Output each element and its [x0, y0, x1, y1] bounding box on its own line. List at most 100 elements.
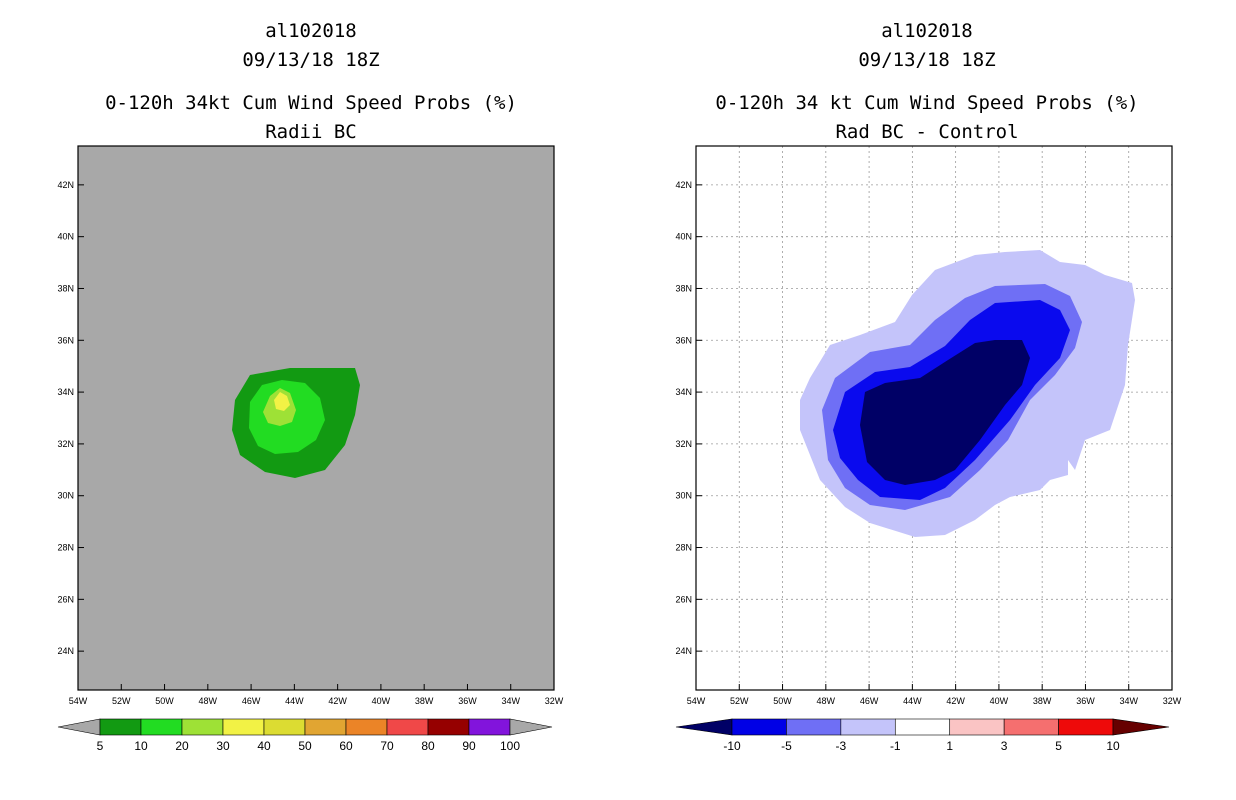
colorbar-label: -5 — [781, 739, 792, 753]
lon-tick-label: 54W — [687, 696, 706, 706]
lat-tick-label: 38N — [57, 283, 74, 293]
left-subtitle: Radii BC — [265, 121, 357, 143]
colorbar-label: 10 — [1106, 739, 1120, 753]
colorbar-label: 70 — [380, 739, 394, 753]
colorbar-label: 50 — [298, 739, 312, 753]
colorbar-over-triangle — [509, 718, 553, 736]
left-storm-id: al102018 — [265, 20, 357, 42]
lat-tick-label: 30N — [675, 491, 692, 501]
colorbar-swatch — [894, 718, 951, 736]
lon-tick-label: 46W — [860, 696, 879, 706]
colorbar-label: 1 — [946, 739, 953, 753]
right-storm-id: al102018 — [881, 20, 973, 42]
colorbar-label: 80 — [421, 739, 435, 753]
colorbar-label: 30 — [216, 739, 230, 753]
colorbar-swatch — [345, 718, 388, 736]
right-lat-axis: 24N 26N 28N 30N 32N 34N 36N 38N 40N 42N — [675, 180, 702, 656]
colorbar-swatch — [840, 718, 896, 736]
colorbar-swatch — [1003, 718, 1059, 736]
colorbar-label: 90 — [462, 739, 476, 753]
lat-tick-label: 24N — [57, 646, 74, 656]
lon-tick-label: 46W — [242, 696, 261, 706]
colorbar-swatch — [222, 718, 265, 736]
lon-tick-label: 50W — [155, 696, 174, 706]
right-title: 0-120h 34 kt Cum Wind Speed Probs (%) — [715, 92, 1138, 114]
left-colorbar: 5 10 20 30 40 50 60 70 80 90 100 — [57, 718, 553, 753]
colorbar-label: 5 — [97, 739, 104, 753]
contour-minus10 — [860, 340, 1030, 485]
lon-tick-label: 44W — [285, 696, 304, 706]
lat-tick-label: 42N — [675, 180, 692, 190]
colorbar-swatch — [99, 718, 142, 736]
colorbar-swatch — [786, 718, 842, 736]
colorbar-swatch — [140, 718, 183, 736]
colorbar-swatch — [181, 718, 224, 736]
left-panel: al102018 09/13/18 18Z 0-120h 34kt Cum Wi… — [57, 20, 563, 753]
left-datetime: 09/13/18 18Z — [242, 49, 379, 71]
right-panel: al102018 09/13/18 18Z 0-120h 34 kt Cum W… — [675, 20, 1181, 753]
colorbar-swatch — [1058, 718, 1114, 736]
colorbar-under-triangle — [57, 718, 101, 736]
lon-tick-label: 36W — [1076, 696, 1095, 706]
colorbar-swatch — [731, 718, 787, 736]
right-datetime: 09/13/18 18Z — [858, 49, 995, 71]
lat-tick-label: 32N — [675, 439, 692, 449]
colorbar-label: -1 — [890, 739, 901, 753]
lat-tick-label: 34N — [675, 387, 692, 397]
colorbar-label: -10 — [723, 739, 741, 753]
colorbar-swatch — [304, 718, 347, 736]
lon-tick-label: 40W — [372, 696, 391, 706]
colorbar-over-triangle — [1112, 718, 1170, 736]
colorbar-swatch — [949, 718, 1005, 736]
lon-tick-label: 48W — [817, 696, 836, 706]
colorbar-label: 10 — [134, 739, 148, 753]
lat-tick-label: 34N — [57, 387, 74, 397]
colorbar-label: -3 — [836, 739, 847, 753]
right-subtitle: Rad BC - Control — [835, 121, 1018, 143]
left-title: 0-120h 34kt Cum Wind Speed Probs (%) — [105, 92, 517, 114]
lon-tick-label: 34W — [1119, 696, 1138, 706]
colorbar-swatch — [386, 718, 429, 736]
lat-tick-label: 36N — [675, 335, 692, 345]
colorbar-swatch — [427, 718, 470, 736]
lat-tick-label: 40N — [57, 232, 74, 242]
left-lon-axis: 54W 52W 50W 48W 46W 44W 42W 40W 38W 36W 34W 32W — [69, 684, 564, 706]
lon-tick-label: 40W — [990, 696, 1009, 706]
lon-tick-label: 34W — [501, 696, 520, 706]
right-lon-axis: 54W 52W 50W 48W 46W 44W 42W 40W 38W 36W 34W 32W — [687, 684, 1182, 706]
colorbar-label: 60 — [339, 739, 353, 753]
colorbar-label: 20 — [175, 739, 189, 753]
lat-tick-label: 28N — [675, 543, 692, 553]
lon-tick-label: 44W — [903, 696, 922, 706]
lat-tick-label: 28N — [57, 543, 74, 553]
left-lat-axis: 24N 26N 28N 30N 32N 34N 36N 38N 40N 42N — [57, 180, 84, 656]
lon-tick-label: 38W — [415, 696, 434, 706]
lat-tick-label: 42N — [57, 180, 74, 190]
lon-tick-label: 36W — [458, 696, 477, 706]
lon-tick-label: 32W — [1163, 696, 1182, 706]
lon-tick-label: 50W — [773, 696, 792, 706]
lon-tick-label: 52W — [730, 696, 749, 706]
lat-tick-label: 38N — [675, 283, 692, 293]
right-map-frame — [695, 145, 1173, 691]
lat-tick-label: 40N — [675, 232, 692, 242]
colorbar-under-triangle — [675, 718, 733, 736]
lat-tick-label: 32N — [57, 439, 74, 449]
lon-tick-label: 42W — [328, 696, 347, 706]
lon-tick-label: 42W — [946, 696, 965, 706]
right-colorbar: -10 -5 -3 -1 1 3 5 10 — [675, 718, 1170, 753]
lat-tick-label: 30N — [57, 491, 74, 501]
lon-tick-label: 38W — [1033, 696, 1052, 706]
lat-tick-label: 36N — [57, 335, 74, 345]
lon-tick-label: 54W — [69, 696, 88, 706]
contour-30pct — [274, 392, 290, 411]
colorbar-label: 5 — [1055, 739, 1062, 753]
lat-tick-label: 26N — [57, 594, 74, 604]
colorbar-label: 100 — [500, 739, 520, 753]
colorbar-label: 3 — [1001, 739, 1008, 753]
lon-tick-label: 48W — [199, 696, 218, 706]
lat-tick-label: 26N — [675, 594, 692, 604]
colorbar-swatch — [263, 718, 306, 736]
left-map-frame — [77, 145, 555, 691]
